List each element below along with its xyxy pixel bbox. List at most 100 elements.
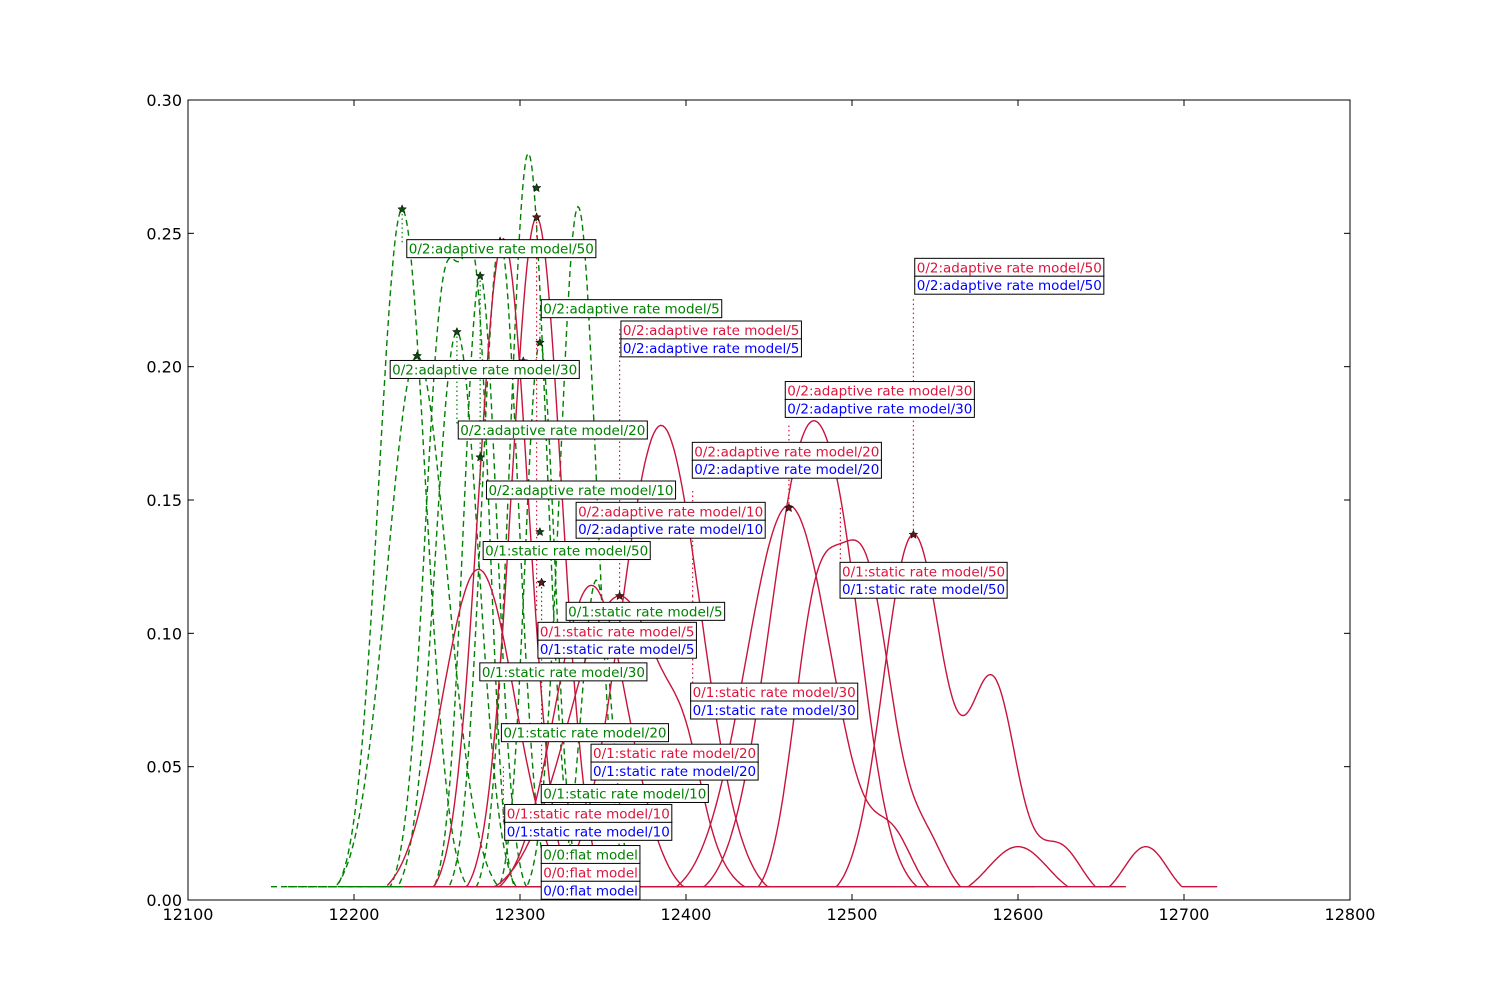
annotation-label: 0/2:adaptive rate model/50 — [917, 278, 1102, 294]
annotation-label: 0/2:adaptive rate model/30 — [787, 384, 972, 400]
peak-marker-5 — [475, 452, 486, 462]
annotation-label: 0/1:static rate model/20 — [593, 746, 756, 762]
annotation-26: 0/1:static rate model/20 — [590, 743, 759, 763]
annotation-label: 0/1:static rate model/5 — [540, 624, 695, 640]
annotation-label: 0/2:adaptive rate model/10 — [488, 483, 673, 499]
series-line-5 — [345, 274, 628, 888]
annotation-10: 0/2:adaptive rate model/20 — [457, 420, 648, 440]
plot-background — [188, 100, 1350, 900]
series-line-19 — [652, 539, 1068, 888]
annotation-5: 0/2:adaptive rate model/50 — [914, 257, 1105, 277]
annotation-17: 0/1:static rate model/50 — [839, 561, 1008, 581]
annotation-label: 0/2:adaptive rate model/20 — [694, 444, 879, 460]
y-tick-label: 0.30 — [146, 91, 182, 110]
annotation-label: 0/1:static rate model/5 — [540, 642, 695, 658]
peak-marker-8 — [531, 182, 542, 193]
x-tick-label: 12800 — [1325, 905, 1376, 924]
annotation-label: 0/2:adaptive rate model/5 — [543, 302, 719, 318]
peak-marker-16 — [908, 529, 919, 539]
peak-marker-1 — [397, 204, 408, 214]
x-tick-label: 12200 — [329, 905, 380, 924]
axis-layer: 12100 12200 12300 12400 12500 12600 12700 12800… — [146, 91, 1375, 924]
annotation-label: 0/1:static rate model/50 — [842, 564, 1005, 580]
annotation-box — [575, 519, 766, 539]
x-tick-label: 12100 — [163, 905, 214, 924]
annotation-27: 0/1:static rate model/20 — [590, 761, 759, 781]
annotation-box — [590, 761, 759, 781]
peak-marker-12 — [531, 212, 542, 222]
annotation-label: 0/2:adaptive rate model/5 — [623, 323, 799, 339]
annotation-4: 0/2:adaptive rate model/5 — [620, 338, 802, 358]
annotation-box — [540, 783, 709, 803]
annotation-16: 0/1:static rate model/50 — [482, 541, 651, 561]
y-tick-label: 0.05 — [146, 758, 182, 777]
annotation-22: 0/1:static rate model/30 — [479, 662, 648, 682]
annotation-box — [839, 579, 1008, 599]
annotation-24: 0/1:static rate model/30 — [690, 700, 859, 720]
annotation-layer: 0/2:adaptive rate model/50 0/2:adaptive r… — [389, 239, 1105, 900]
y-tick-label: 0.25 — [146, 224, 182, 243]
annotation-1: 0/2:adaptive rate model/50 — [406, 239, 597, 259]
y-tick-label: 0.10 — [146, 624, 182, 643]
y-tick-label: 0.20 — [146, 358, 182, 377]
annotation-box — [457, 420, 648, 440]
annotation-9: 0/2:adaptive rate model/30 — [784, 398, 975, 418]
annotation-label: 0/1:static rate model/30 — [693, 685, 856, 701]
annotation-box — [500, 723, 669, 743]
annotation-box — [784, 398, 975, 418]
annotation-box — [914, 275, 1105, 295]
annotation-label: 0/1:static rate model/30 — [693, 703, 856, 719]
annotation-6: 0/2:adaptive rate model/50 — [914, 275, 1105, 295]
annotation-3: 0/2:adaptive rate model/5 — [620, 320, 802, 340]
annotation-box — [690, 700, 859, 720]
annotation-box — [485, 480, 677, 500]
y-tick-label: 0.15 — [146, 491, 182, 510]
peak-marker-14 — [614, 590, 625, 601]
annotation-label: 0/1:static rate model/10 — [543, 786, 706, 802]
peak-marker-2 — [412, 350, 423, 361]
annotation-label: 0/1:static rate model/5 — [568, 604, 723, 620]
annotation-box — [620, 338, 802, 358]
annotation-33: 0/0:flat model — [540, 880, 641, 900]
annotation-15: 0/2:adaptive rate model/10 — [575, 519, 766, 539]
series-line-20 — [752, 533, 1126, 888]
annotation-box — [406, 239, 597, 259]
annotation-23: 0/1:static rate model/30 — [690, 682, 859, 702]
annotation-label: 0/0:flat model — [543, 883, 638, 899]
annotation-label: 0/2:adaptive rate model/50 — [409, 242, 594, 258]
annotation-label: 0/2:adaptive rate model/20 — [694, 462, 879, 478]
series-line-21 — [951, 846, 1218, 888]
annotation-box — [537, 639, 697, 659]
annotation-14: 0/2:adaptive rate model/10 — [575, 501, 766, 521]
annotation-25: 0/1:static rate model/20 — [500, 723, 669, 743]
annotation-2: 0/2:adaptive rate model/5 — [540, 299, 723, 319]
annotation-label: 0/2:adaptive rate model/30 — [392, 362, 577, 378]
annotation-32: 0/0:flat model — [540, 862, 641, 882]
annotation-12: 0/2:adaptive rate model/20 — [691, 459, 882, 479]
annotation-box — [479, 662, 648, 682]
peak-marker-4 — [475, 270, 486, 281]
annotation-30: 0/1:static rate model/10 — [504, 821, 673, 841]
annotation-11: 0/2:adaptive rate model/20 — [691, 441, 882, 461]
series-line-1 — [271, 208, 554, 888]
annotation-7: 0/2:adaptive rate model/30 — [389, 359, 580, 379]
x-tick-label: 12700 — [1159, 905, 1210, 924]
annotation-label: 0/2:adaptive rate model/30 — [787, 401, 972, 417]
annotation-19: 0/1:static rate model/5 — [565, 601, 726, 621]
annotation-8: 0/2:adaptive rate model/30 — [784, 381, 975, 401]
x-tick-label: 12600 — [993, 905, 1044, 924]
annotation-28: 0/1:static rate model/10 — [540, 783, 709, 803]
annotation-29: 0/1:static rate model/10 — [504, 803, 673, 823]
annotation-31: 0/0:flat model — [540, 845, 641, 865]
x-tick-label: 12400 — [661, 905, 712, 924]
annotation-label: 0/2:adaptive rate model/10 — [578, 522, 763, 538]
peak-marker-15 — [783, 502, 794, 513]
annotation-box — [482, 541, 651, 561]
annotation-label: 0/0:flat model — [543, 848, 638, 864]
annotation-box — [540, 880, 641, 900]
annotation-label: 0/1:static rate model/10 — [507, 806, 670, 822]
annotation-label: 0/0:flat model — [543, 865, 638, 881]
peak-marker-3 — [451, 326, 462, 337]
annotation-label: 0/1:static rate model/20 — [593, 764, 756, 780]
